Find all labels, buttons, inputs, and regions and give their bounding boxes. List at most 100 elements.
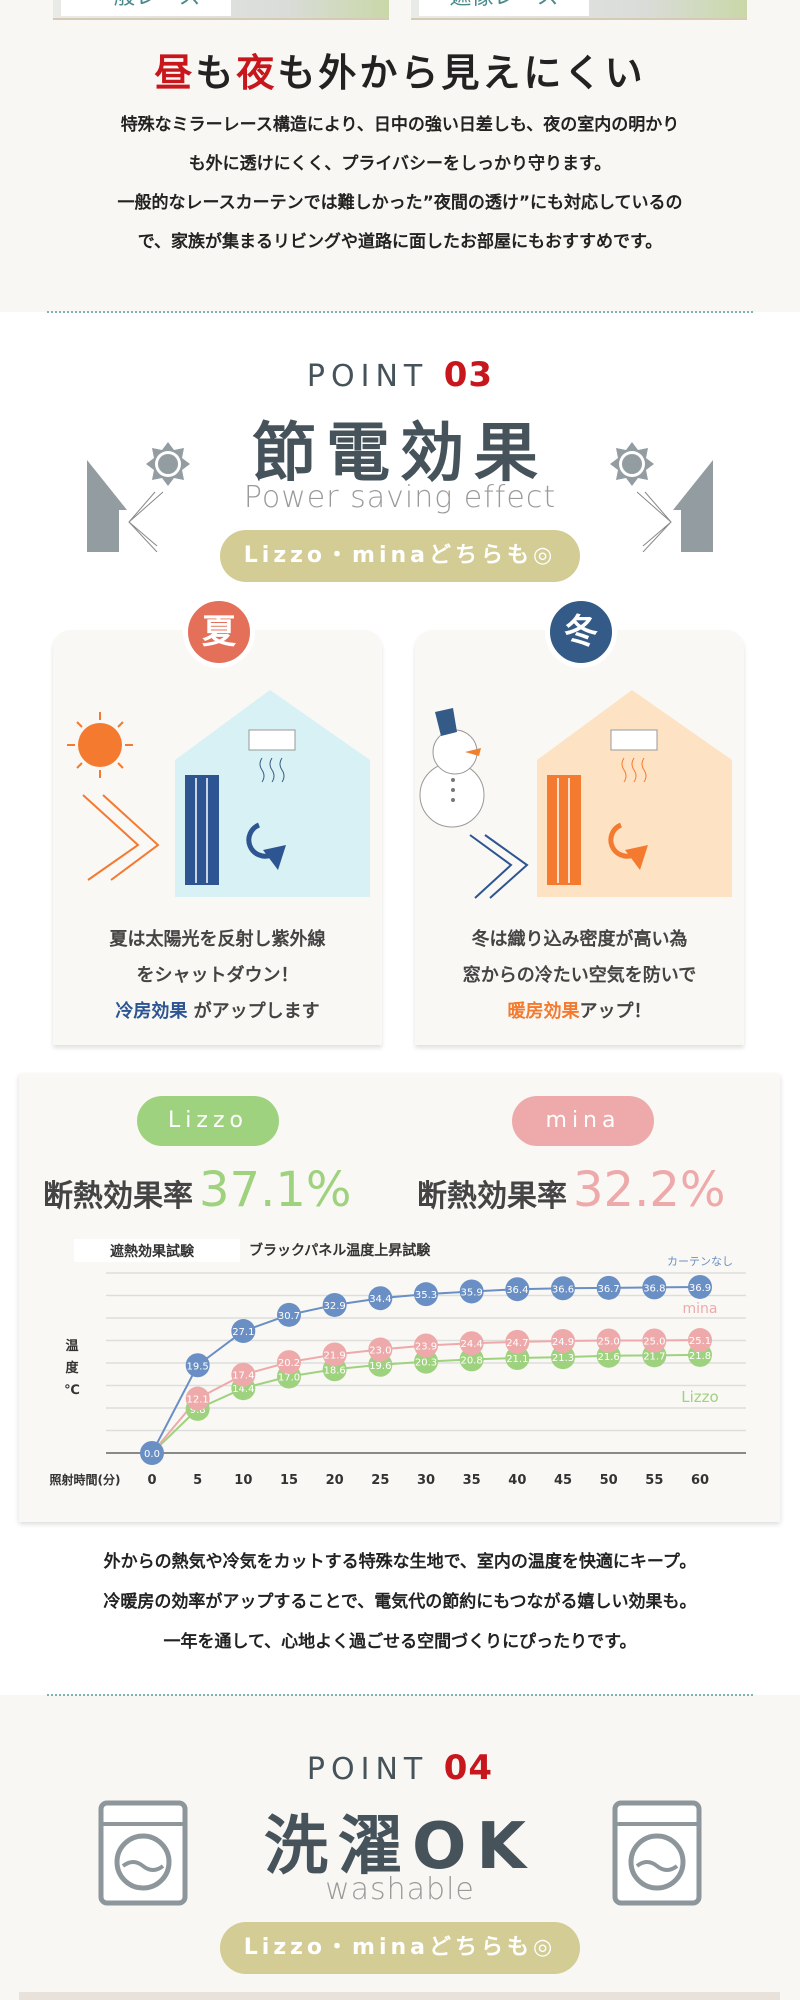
data-point	[505, 1329, 530, 1354]
data-label: 21.6	[598, 1352, 620, 1363]
x-tick-label: 0	[147, 1473, 156, 1488]
data-point	[231, 1319, 256, 1344]
text-line: をシャットダウン！	[136, 965, 299, 986]
x-axis-label: 照射時間(分)	[50, 1472, 121, 1487]
photo-label: 一般レース	[61, 0, 231, 16]
data-label: 21.9	[324, 1350, 346, 1361]
summer-badge: 夏	[183, 596, 255, 668]
sun-reflect-icon	[610, 442, 713, 552]
headline-text: も外から見えにくい	[277, 51, 646, 95]
headline-day: 昼	[154, 51, 196, 95]
data-label: 30.7	[278, 1311, 300, 1322]
product-pill: Lizzo・minaどちらも◎	[220, 530, 580, 582]
cooling-effect-highlight: 冷房効果	[115, 1001, 188, 1022]
data-label: 19.5	[187, 1361, 209, 1372]
data-label: 35.3	[415, 1290, 437, 1301]
data-point	[185, 1353, 210, 1378]
data-label: 19.6	[369, 1361, 391, 1372]
summer-illustration	[67, 690, 370, 897]
chart-tab: 遮熱効果試験	[110, 1243, 195, 1260]
summer-card: 夏 夏は太陽光を反射し紫外線 をシャットダウン！ 冷房効果 がアップします	[53, 596, 382, 1045]
text-tail: アップ！	[579, 1001, 652, 1022]
x-tick-label: 5	[193, 1473, 202, 1488]
data-label: 21.3	[552, 1353, 574, 1364]
data-point	[688, 1328, 712, 1353]
data-point	[368, 1286, 393, 1311]
text-line: 一年を通して、心地よく過ごせる空間づくりにぴったりです。	[163, 1632, 637, 1652]
rate-label: 断熱効果率	[417, 1179, 567, 1214]
sun-reflect-icon	[87, 442, 190, 552]
winter-text: 冬は織り込み密度が高い為 窓からの冷たい空気を防いで 暖房効果アップ！	[415, 922, 744, 1030]
point-text: POINT	[306, 359, 429, 394]
lizzo-rate: 断熱効果率 37.1%	[43, 1162, 351, 1218]
photo-mirror-lace: 遮像レース	[411, 0, 747, 20]
data-label: 36.9	[689, 1283, 711, 1294]
data-label: 18.6	[324, 1365, 346, 1376]
photo-label: 遮像レース	[419, 0, 589, 16]
mina-tag: mina	[512, 1096, 654, 1146]
data-label: 23.0	[369, 1346, 391, 1357]
data-point	[459, 1279, 484, 1304]
privacy-description: 特殊なミラーレース構造により、日中の強い日差しも、夜の室内の明かり も外に透けに…	[0, 106, 800, 262]
text-line: 窓からの冷たい空気を防いで	[462, 965, 697, 986]
heating-effect-highlight: 暖房効果	[507, 1001, 580, 1022]
data-label: 17.4	[232, 1371, 254, 1382]
divider	[47, 311, 753, 313]
text-line: 冷暖房の効率がアップすることで、電気代の節約にもつながる嬉しい効果も。	[103, 1592, 697, 1612]
data-label: 32.9	[324, 1301, 346, 1312]
data-label: 34.4	[369, 1294, 391, 1305]
data-label: 25.0	[643, 1337, 665, 1348]
data-label: 12.1	[187, 1395, 209, 1406]
winter-badge: 冬	[545, 596, 617, 668]
photo-standard-lace: 一般レース	[53, 0, 389, 20]
x-tick-label: 45	[554, 1473, 572, 1488]
washing-machine-icon	[612, 1800, 702, 1906]
chart-title: ブラックパネル温度上昇試験	[249, 1242, 431, 1259]
divider	[47, 1694, 753, 1696]
x-tick-label: 10	[234, 1473, 252, 1488]
washing-machine-icon	[98, 1800, 188, 1906]
data-label: 27.1	[232, 1327, 254, 1338]
data-point	[185, 1386, 210, 1411]
data-point	[231, 1362, 256, 1387]
data-label: 21.1	[506, 1354, 528, 1365]
x-tick-label: 20	[326, 1473, 344, 1488]
summer-text: 夏は太陽光を反射し紫外線 をシャットダウン！ 冷房効果 がアップします	[53, 922, 382, 1030]
rate-value: 37.1%	[199, 1162, 352, 1218]
data-point	[368, 1337, 393, 1362]
snowman-icon	[419, 708, 485, 828]
point-label: POINT 03	[0, 355, 800, 395]
x-tick-label: 40	[508, 1473, 526, 1488]
product-pill: Lizzo・minaどちらも◎	[220, 1922, 580, 1974]
text-line: 冷房効果 がアップします	[53, 994, 382, 1030]
data-label: 36.4	[506, 1285, 528, 1296]
data-point	[322, 1292, 347, 1317]
data-label: 17.0	[278, 1373, 300, 1384]
x-tick-label: 15	[280, 1473, 298, 1488]
data-label: 36.8	[643, 1283, 665, 1294]
text-line: も外に透けにくく、プライバシーをしっかり守ります。	[188, 154, 612, 174]
mina-rate: 断熱効果率 32.2%	[417, 1162, 725, 1218]
y-axis-label: ℃	[64, 1383, 80, 1398]
section-subtitle: Power saving effect	[243, 480, 557, 515]
headline-text: も	[195, 51, 237, 95]
data-point	[277, 1302, 301, 1327]
x-tick-label: 30	[417, 1473, 435, 1488]
point-number: 04	[443, 1748, 494, 1788]
data-point	[414, 1282, 438, 1307]
text-line: 一般的なレースカーテンでは難しかった”夜間の透け”にも対応しているの	[117, 193, 683, 213]
text-line: で、家族が集まるリビングや道路に面したお部屋にもおすすめです。	[137, 232, 663, 252]
section-title: 洗濯OK	[264, 1810, 536, 1884]
data-label: 36.7	[598, 1284, 620, 1295]
data-label: 25.1	[689, 1336, 711, 1347]
text-line: 外からの熱気や冷気をカットする特殊な生地で、室内の温度を快適にキープ。	[103, 1552, 697, 1572]
text-line: 暖房効果アップ！	[415, 994, 744, 1030]
next-section-edge	[19, 1992, 780, 2000]
section-title: 節電効果	[252, 417, 548, 491]
series-legend: Lizzo	[681, 1388, 718, 1406]
data-label: 25.0	[598, 1337, 620, 1348]
privacy-section	[0, 0, 800, 312]
data-label: 24.7	[506, 1338, 528, 1349]
rate-value: 32.2%	[573, 1162, 726, 1218]
